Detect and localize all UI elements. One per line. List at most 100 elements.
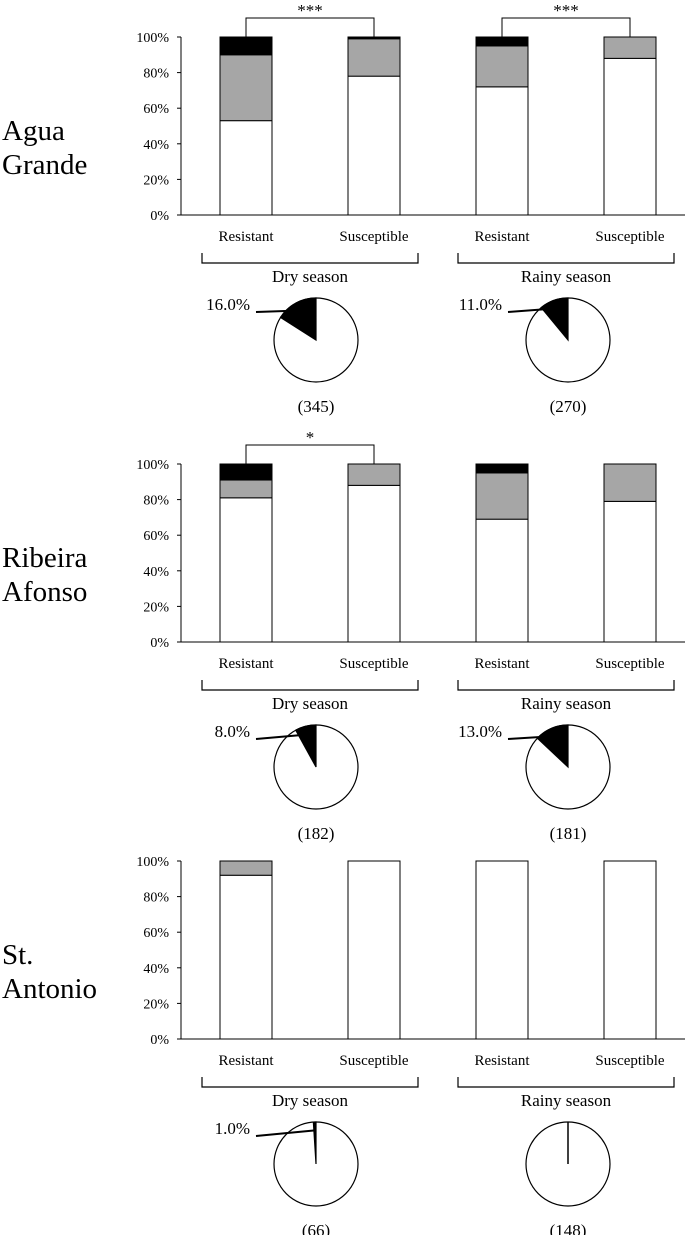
pie-leader-line [255,309,300,313]
bar-segment-gray [603,36,657,59]
pie-sample-count: (270) [550,397,587,416]
category-label: Resistant [219,1053,275,1069]
bar-segment-white [219,874,273,1040]
category-label: Resistant [475,656,531,672]
pie-sample-count: (182) [298,824,335,843]
panel-st-antonio: St.Antonio 0% 20% 40% 60% 80% 100% Resistant Sus… [2,855,685,1235]
category-label: Resistant [219,229,275,245]
pie-percent-label: 13.0% [458,722,502,741]
site-label-line: Afonso [2,576,87,608]
bar-segment-white [603,57,657,216]
pie-percent-label: 8.0% [215,722,250,741]
pie-sample-count: (181) [550,824,587,843]
category-label: Susceptible [595,1053,664,1069]
y-tick-label: 80% [143,67,169,82]
y-tick-label: 60% [143,926,169,941]
season-bracket [457,253,675,264]
bar-segment-white [219,120,273,216]
pie-slice [279,297,317,342]
pie-slice [312,1121,317,1165]
category-label: Susceptible [339,656,408,672]
site-label-line: Antonio [2,973,97,1005]
pie-percent-label: 11.0% [459,295,502,314]
season-label: Dry season [272,694,349,713]
pie-slice [536,724,569,769]
site-label-line: Ribeira [2,542,87,574]
bar-segment-white [219,497,273,643]
season-bracket [201,253,419,264]
site-label-line: St. [2,939,33,971]
y-tick-label: 40% [143,962,169,977]
category-label: Susceptible [339,229,408,245]
bar-segment-white [475,860,529,1040]
pie-leader-line [255,1129,316,1137]
category-label: Susceptible [595,229,664,245]
bar-segment-white [475,86,529,216]
y-tick-label: 60% [143,529,169,544]
y-tick-label: 0% [150,636,169,651]
site-label-line: Grande [2,149,87,181]
bar-segment-gray [219,479,273,499]
y-tick-label: 40% [143,138,169,153]
pie-leader-line [255,733,308,740]
y-tick-label: 20% [143,600,169,615]
bar-segment-gray [603,463,657,502]
pie-leader-line [507,307,557,313]
bar-segment-black [347,36,401,40]
y-tick-label: 100% [136,31,169,46]
bar-segment-white [347,484,401,643]
significance-marker: *** [553,1,579,20]
pie-percent-label: 16.0% [206,295,250,314]
bar-segment-gray [475,45,529,88]
bar-segment-gray [475,472,529,520]
category-label: Susceptible [339,1053,408,1069]
category-label: Resistant [219,656,275,672]
bar-segment-white [603,500,657,643]
bar-segment-black [475,36,529,47]
y-tick-label: 20% [143,997,169,1012]
pie-sample-count: (345) [298,397,335,416]
pie-sample-count: (66) [302,1221,330,1235]
bar-segment-gray [347,463,401,486]
significance-marker: *** [297,1,323,20]
y-tick-label: 0% [150,209,169,224]
season-bracket [457,1077,675,1088]
bar-segment-black [475,463,529,474]
y-tick-label: 0% [150,1033,169,1048]
bar-segment-white [347,860,401,1040]
pie-percent-label: 1.0% [215,1119,250,1138]
bar-segment-black [219,36,273,56]
bar-segment-gray [219,860,273,876]
y-tick-label: 80% [143,494,169,509]
category-label: Resistant [475,229,531,245]
category-label: Resistant [475,1053,531,1069]
pie-sample-count: (148) [550,1221,587,1235]
season-label: Dry season [272,267,349,286]
season-bracket [201,680,419,691]
season-label: Dry season [272,1091,349,1110]
y-tick-label: 100% [136,855,169,870]
significance-marker: * [306,428,315,447]
y-tick-label: 100% [136,458,169,473]
bar-segment-gray [347,38,401,77]
season-bracket [457,680,675,691]
significance-bracket [245,444,375,464]
bar-segment-gray [219,54,273,122]
bar-segment-white [603,860,657,1040]
y-tick-label: 80% [143,891,169,906]
site-label-line: Agua [2,115,65,147]
y-tick-label: 60% [143,102,169,117]
bar-segment-black [219,463,273,481]
significance-bracket [245,17,375,37]
bar-segment-white [475,518,529,643]
season-bracket [201,1077,419,1088]
significance-bracket [501,17,631,37]
season-label: Rainy season [521,694,612,713]
season-label: Rainy season [521,267,612,286]
season-label: Rainy season [521,1091,612,1110]
pie-leader-line [507,735,555,740]
y-tick-label: 20% [143,173,169,188]
